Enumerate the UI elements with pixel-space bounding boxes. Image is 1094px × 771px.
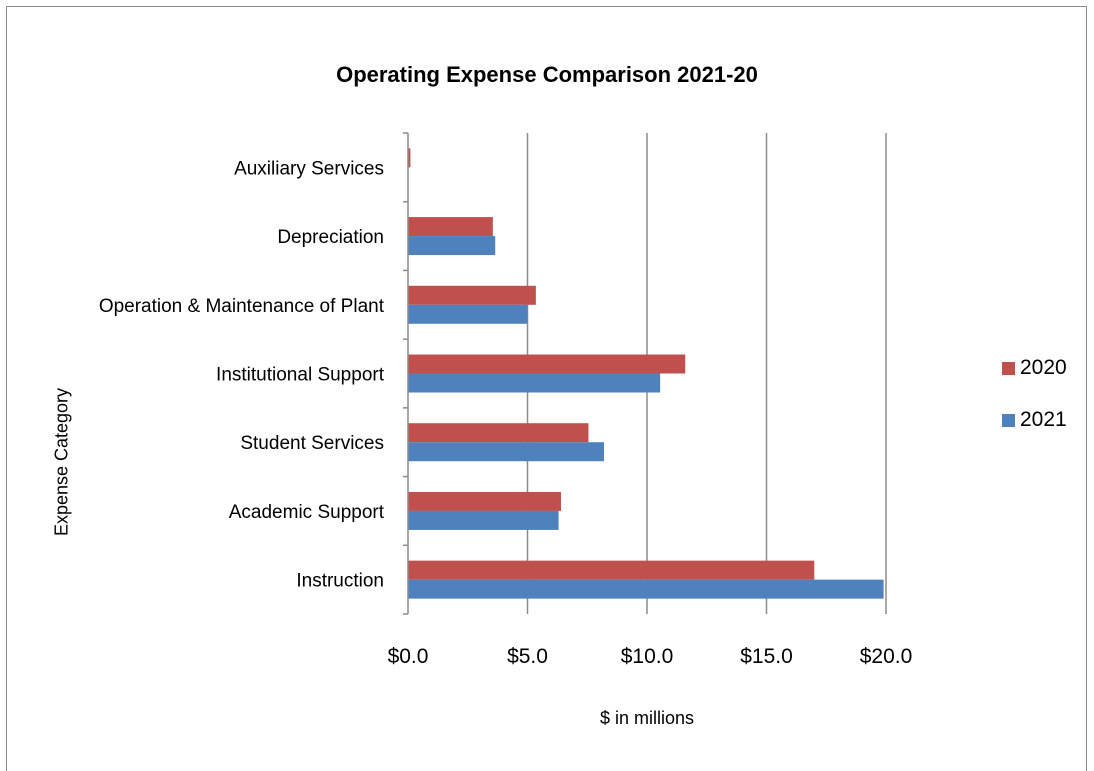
category-label: Institutional Support [216,365,385,386]
category-label: Instruction [296,571,384,592]
x-tick-label: $15.0 [740,645,793,668]
legend-swatch-2020 [1002,361,1015,375]
bar-2020 [408,560,815,580]
x-tick-label: $10.0 [621,645,674,668]
category-label: Academic Support [229,502,385,523]
bar-2020 [408,285,536,305]
legend-item-2020: 2020 [1002,355,1067,381]
category-label: Auxiliary Services [234,158,384,179]
category-label: Depreciation [277,227,384,248]
category-label: Operation & Maintenance of Plant [99,296,385,317]
bar-2021 [408,510,559,530]
bar-2020 [408,148,411,168]
bar-2021 [408,304,528,324]
bar-2020 [408,354,686,374]
x-tick-label: $0.0 [388,645,429,668]
x-tick-label: $20.0 [860,645,913,668]
legend-label-2021: 2021 [1020,408,1067,431]
axes [403,132,409,615]
bar-2020 [408,423,589,443]
legend-item-2021: 2021 [1002,407,1067,433]
labels: $0.0 $5.0 $10.0 $15.0 $20.0 Instruction Academ… [99,158,912,668]
bar-2021 [408,373,661,393]
chart-title: Operating Expense Comparison 2021-20 [336,62,758,87]
bar-2021 [408,236,496,256]
x-axis-title: $ in millions [599,708,695,728]
legend-label-2020: 2020 [1020,356,1067,379]
bars [408,148,884,599]
x-tick-label: $5.0 [507,645,548,668]
bar-2020 [408,491,561,511]
bar-2020 [408,217,493,237]
legend-swatch-2021 [1002,413,1015,427]
category-label: Student Services [240,433,384,454]
bar-2021 [408,442,604,462]
bar-2021 [408,579,884,599]
legend: 2020 2021 [1002,355,1067,459]
